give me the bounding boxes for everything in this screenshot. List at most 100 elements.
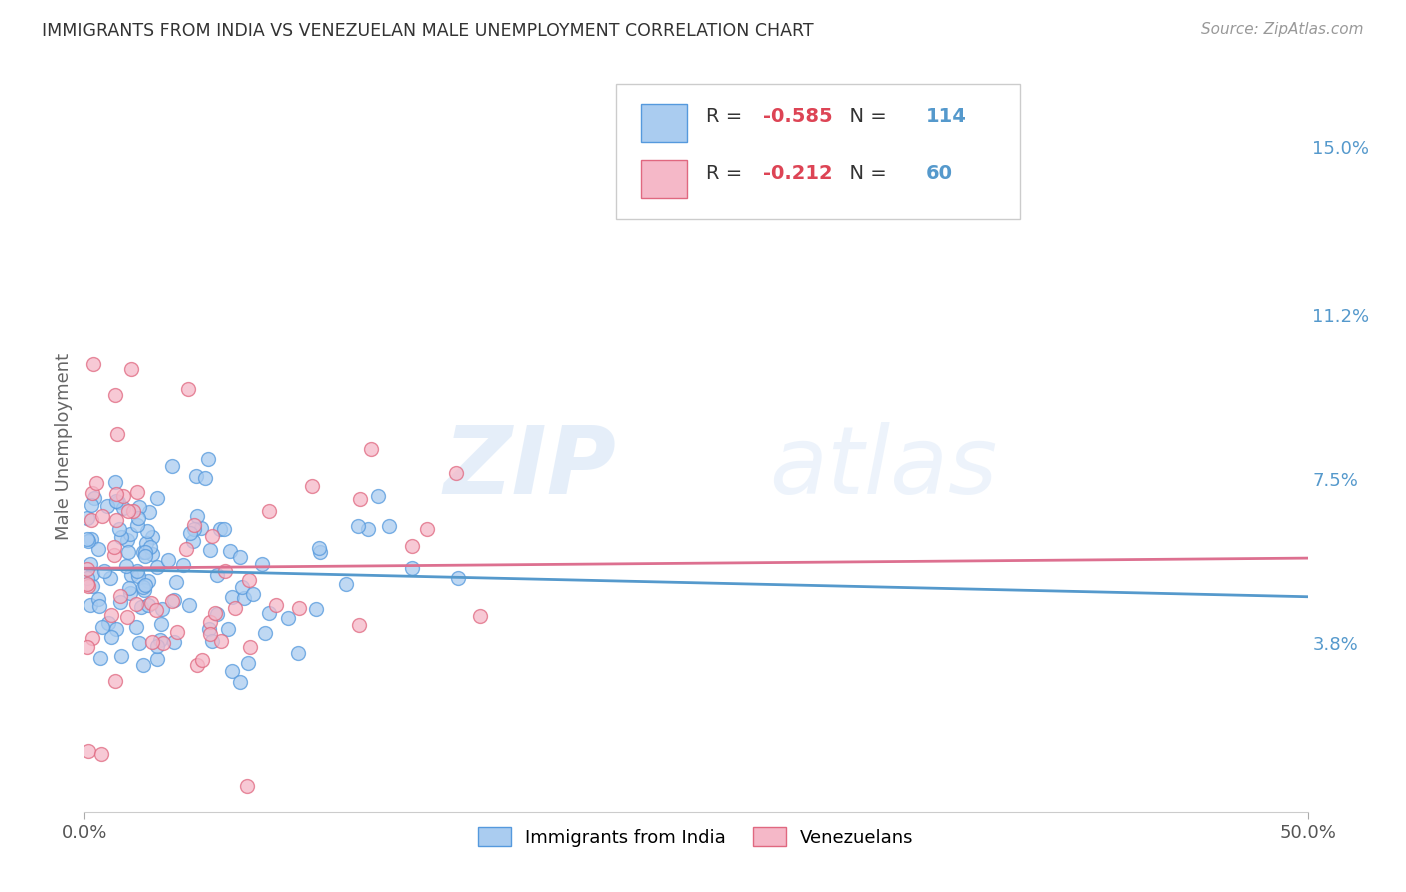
Point (177, 382, 200, 396)
Point (277, 611, 299, 625)
Point (136, 598, 159, 612)
Point (176, 541, 198, 556)
Point (134, 578, 156, 592)
Point (132, 545, 155, 559)
Point (120, 568, 142, 582)
Point (129, 600, 152, 615)
Point (447, 571, 470, 585)
Point (76, 532, 98, 546)
Point (160, 458, 183, 473)
Text: R =: R = (706, 163, 748, 183)
Point (470, 609, 492, 624)
Point (139, 541, 162, 555)
Point (221, 664, 243, 678)
Point (201, 634, 224, 648)
Point (264, 598, 287, 612)
Point (194, 470, 217, 484)
Point (117, 504, 139, 518)
Point (139, 596, 162, 610)
Point (191, 653, 214, 667)
Point (224, 601, 246, 615)
Point (79, 558, 101, 572)
Point (125, 518, 148, 533)
Point (209, 522, 232, 536)
Point (104, 513, 127, 527)
Point (229, 675, 252, 690)
Point (204, 606, 226, 620)
Point (301, 479, 323, 493)
Point (110, 530, 132, 544)
Point (104, 673, 127, 688)
Point (134, 582, 156, 597)
Point (360, 442, 382, 457)
Point (90, 747, 112, 761)
Point (231, 580, 253, 594)
Point (105, 487, 128, 501)
Point (287, 600, 309, 615)
Point (76, 577, 98, 591)
Point (87, 542, 110, 557)
Point (145, 603, 167, 617)
Point (104, 623, 127, 637)
Point (87, 592, 110, 607)
Point (149, 617, 172, 632)
Point (401, 539, 423, 553)
Point (108, 589, 131, 603)
Point (108, 522, 131, 536)
Point (183, 518, 205, 533)
Point (308, 541, 330, 556)
Point (172, 558, 194, 573)
Point (77, 579, 100, 593)
Point (335, 577, 357, 591)
Point (111, 501, 134, 516)
Point (134, 544, 156, 558)
Point (347, 519, 370, 533)
Point (378, 519, 401, 533)
Point (82, 566, 104, 581)
Point (80, 533, 103, 547)
Point (87, 599, 110, 614)
Point (229, 549, 252, 564)
Point (349, 491, 371, 506)
Point (80, 631, 103, 645)
Point (165, 575, 187, 590)
Point (308, 545, 330, 559)
Point (183, 522, 205, 536)
Point (135, 535, 157, 549)
Point (100, 631, 122, 645)
Point (184, 469, 207, 483)
Point (357, 522, 380, 536)
Point (150, 601, 173, 615)
FancyBboxPatch shape (641, 160, 688, 198)
Text: atlas: atlas (769, 423, 998, 514)
Text: N =: N = (837, 107, 893, 127)
Point (127, 510, 149, 524)
Point (118, 586, 141, 600)
Point (97, 615, 120, 630)
Point (197, 622, 219, 636)
Point (212, 522, 235, 536)
Point (128, 500, 150, 514)
Point (205, 568, 228, 582)
Point (76, 510, 98, 524)
Point (91, 620, 114, 634)
Point (114, 559, 136, 574)
Point (76, 571, 98, 585)
Point (179, 598, 201, 612)
Point (104, 475, 127, 490)
Point (110, 595, 132, 609)
Point (221, 590, 243, 604)
Point (118, 581, 141, 595)
Text: ZIP: ZIP (443, 422, 616, 514)
Point (80, 499, 103, 513)
Point (163, 592, 186, 607)
Point (190, 521, 212, 535)
Point (80, 579, 103, 593)
Point (98, 571, 121, 585)
Point (105, 493, 128, 508)
Text: -0.585: -0.585 (763, 107, 832, 127)
Point (125, 620, 148, 634)
Text: N =: N = (837, 163, 893, 183)
Point (186, 508, 208, 523)
Point (146, 651, 169, 665)
